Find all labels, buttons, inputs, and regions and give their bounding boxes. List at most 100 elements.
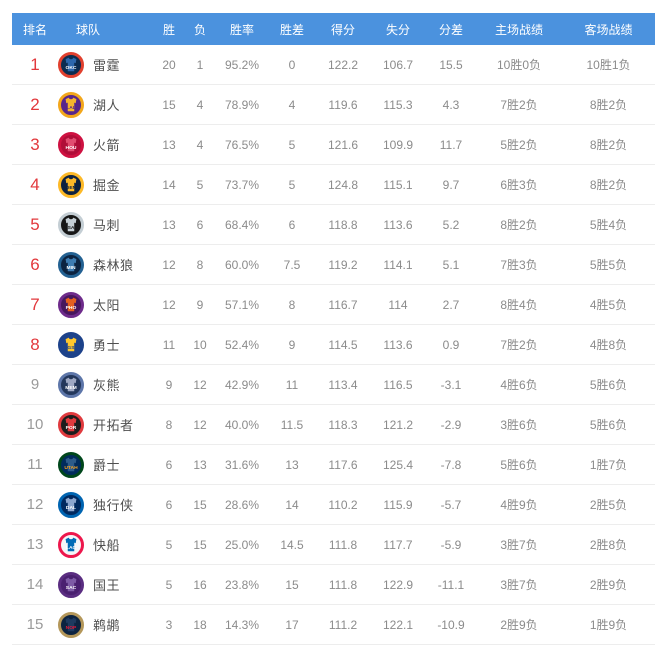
table-row[interactable]: 15 NOP 鹈鹕 3 18 14.3% 17 111.2 122.1 -10.… — [12, 605, 655, 645]
table-row[interactable]: 14 SAC 国王 5 16 23.8% 15 111.8 122.9 -11.… — [12, 565, 655, 605]
table-row[interactable]: 12 DAL 独行侠 6 15 28.6% 14 110.2 115.9 -5.… — [12, 485, 655, 525]
table-row[interactable]: 1 OKC 雷霆 20 1 95.2% 0 122.2 106.7 15.5 1… — [12, 45, 655, 85]
team-name[interactable]: 湖人 — [93, 98, 121, 113]
home-record-value: 7胜2负 — [500, 98, 538, 112]
table-row[interactable]: 8 GS 勇士 11 10 52.4% 9 114.5 113.6 0.9 7胜… — [12, 325, 655, 365]
header-home-record: 主场战绩 — [494, 22, 543, 37]
rank-number: 9 — [30, 376, 40, 393]
team-name[interactable]: 国王 — [93, 578, 121, 593]
header-team: 球队 — [76, 22, 101, 37]
team-name[interactable]: 雷霆 — [93, 58, 121, 73]
team-cell[interactable]: UTAH 爵士 — [58, 451, 154, 478]
table-row[interactable]: 13 LAC 快船 5 15 25.0% 14.5 111.8 117.7 -5… — [12, 525, 655, 565]
point-diff-value: -5.7 — [440, 497, 462, 512]
away-record-value: 5胜4负 — [589, 218, 628, 232]
table-row[interactable]: 3 HOU 火箭 13 4 76.5% 5 121.6 109.9 11.7 5… — [12, 125, 655, 165]
home-record-value: 5胜2负 — [500, 138, 538, 152]
losses-value: 9 — [196, 297, 204, 312]
team-cell[interactable]: NOP 鹈鹕 — [58, 611, 154, 638]
win-pct-value: 73.7% — [224, 177, 260, 192]
header-games-behind: 胜差 — [279, 22, 304, 37]
away-record-value: 8胜2负 — [589, 138, 628, 152]
table-row[interactable]: 2 LAL 湖人 15 4 78.9% 4 119.6 115.3 4.3 7胜… — [12, 85, 655, 125]
games-behind-value: 7.5 — [283, 257, 301, 272]
team-cell[interactable]: PHO 太阳 — [58, 291, 154, 318]
team-logo-icon: PHO — [58, 291, 84, 318]
games-behind-value: 4 — [288, 97, 296, 112]
team-cell[interactable]: SAC 国王 — [58, 571, 154, 598]
svg-text:PHO: PHO — [66, 305, 77, 311]
games-behind-value: 14.5 — [280, 537, 304, 552]
wins-value: 5 — [165, 537, 173, 552]
games-behind-value: 5 — [288, 177, 296, 192]
team-cell[interactable]: SA 马刺 — [58, 211, 154, 238]
games-behind-value: 13 — [285, 457, 299, 472]
points-against-value: 115.3 — [383, 97, 413, 112]
svg-text:HOU: HOU — [66, 145, 77, 151]
home-record-value: 4胜6负 — [500, 378, 538, 392]
win-pct-value: 95.2% — [224, 57, 260, 72]
team-name[interactable]: 森林狼 — [93, 258, 134, 273]
points-against-value: 125.4 — [382, 457, 414, 472]
points-against-value: 109.9 — [382, 137, 414, 152]
team-name[interactable]: 太阳 — [93, 298, 121, 313]
home-record-value: 2胜9负 — [500, 618, 538, 632]
team-name[interactable]: 灰熊 — [93, 378, 121, 393]
team-logo-icon: POR — [58, 411, 84, 438]
team-cell[interactable]: LAL 湖人 — [58, 91, 154, 118]
team-cell[interactable]: DAL 独行侠 — [58, 491, 154, 518]
points-for-value: 118.3 — [328, 417, 358, 432]
away-record-value: 5胜5负 — [589, 258, 628, 272]
away-record-value: 2胜5负 — [589, 498, 628, 512]
team-cell[interactable]: MEM 灰熊 — [58, 371, 154, 398]
team-cell[interactable]: HOU 火箭 — [58, 131, 154, 158]
losses-value: 13 — [193, 457, 207, 472]
team-logo-icon: DEN — [58, 171, 84, 198]
team-logo-icon: OKC — [58, 51, 84, 78]
wins-value: 20 — [162, 57, 176, 72]
team-cell[interactable]: LAC 快船 — [58, 531, 154, 558]
team-name[interactable]: 掘金 — [93, 178, 121, 193]
table-row[interactable]: 5 SA 马刺 13 6 68.4% 6 118.8 113.6 5.2 8胜2… — [12, 205, 655, 245]
table-row[interactable]: 6 MIN 森林狼 12 8 60.0% 7.5 119.2 114.1 5.1… — [12, 245, 655, 285]
team-name[interactable]: 鹈鹕 — [93, 618, 121, 633]
team-cell[interactable]: GS 勇士 — [58, 331, 154, 358]
team-name[interactable]: 勇士 — [93, 338, 121, 353]
team-logo-icon: SAC — [58, 571, 84, 598]
team-name[interactable]: 马刺 — [93, 218, 121, 233]
rank-number: 7 — [30, 294, 40, 314]
team-name[interactable]: 快船 — [93, 538, 121, 553]
table-row[interactable]: 9 MEM 灰熊 9 12 42.9% 11 113.4 116.5 -3.1 … — [12, 365, 655, 405]
team-cell[interactable]: MIN 森林狼 — [58, 251, 154, 278]
table-row[interactable]: 10 POR 开拓者 8 12 40.0% 11.5 118.3 121.2 -… — [12, 405, 655, 445]
points-for-value: 122.2 — [327, 57, 359, 72]
table-row[interactable]: 4 DEN 掘金 14 5 73.7% 5 124.8 115.1 9.7 6胜… — [12, 165, 655, 205]
points-against-value: 115.1 — [383, 177, 413, 192]
svg-text:DEN: DEN — [66, 185, 77, 191]
games-behind-value: 11.5 — [280, 417, 304, 432]
point-diff-value: -2.9 — [440, 417, 462, 432]
team-cell[interactable]: POR 开拓者 — [58, 411, 154, 438]
table-row[interactable]: 11 UTAH 爵士 6 13 31.6% 13 117.6 125.4 -7.… — [12, 445, 655, 485]
losses-value: 4 — [196, 137, 204, 152]
team-cell[interactable]: DEN 掘金 — [58, 171, 154, 198]
team-cell[interactable]: OKC 雷霆 — [58, 51, 154, 78]
rank-number: 3 — [30, 134, 40, 154]
svg-text:LAC: LAC — [66, 545, 77, 551]
losses-value: 10 — [193, 337, 207, 352]
away-record-value: 5胜6负 — [589, 378, 628, 392]
team-logo-icon: NOP — [58, 611, 84, 638]
team-name[interactable]: 爵士 — [93, 458, 121, 473]
wins-value: 11 — [162, 337, 176, 352]
home-record-value: 8胜2负 — [500, 218, 538, 232]
team-name[interactable]: 火箭 — [93, 138, 121, 153]
svg-text:SAC: SAC — [66, 585, 77, 591]
team-name[interactable]: 独行侠 — [93, 498, 134, 513]
games-behind-value: 5 — [288, 137, 296, 152]
table-row[interactable]: 7 PHO 太阳 12 9 57.1% 8 116.7 114 2.7 8胜4负… — [12, 285, 655, 325]
team-name[interactable]: 开拓者 — [93, 418, 134, 433]
point-diff-value: 15.5 — [439, 57, 463, 72]
points-against-value: 106.7 — [382, 57, 414, 72]
points-against-value: 113.6 — [383, 217, 413, 232]
team-logo-icon: HOU — [58, 131, 84, 158]
